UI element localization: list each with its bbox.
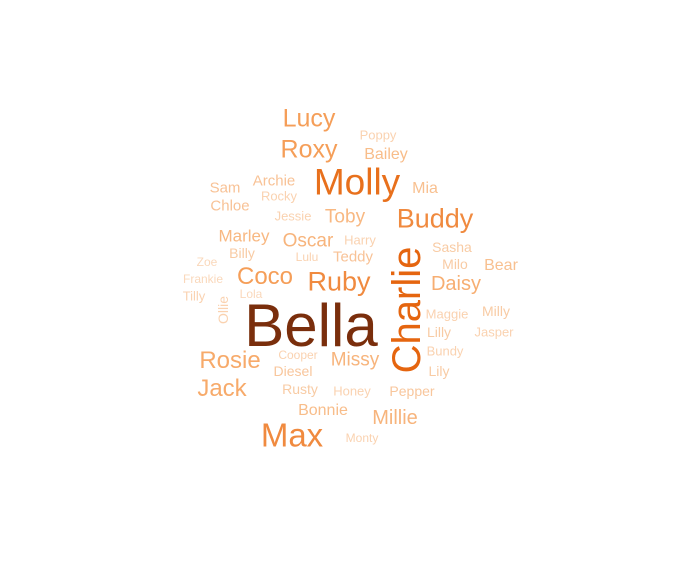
word-lola: Lola xyxy=(239,287,263,301)
word-charlie: Charlie xyxy=(385,246,429,374)
word-sasha: Sasha xyxy=(432,239,472,255)
word-rosie: Rosie xyxy=(199,347,261,374)
word-frankie: Frankie xyxy=(182,272,224,286)
word-buddy: Buddy xyxy=(396,203,474,234)
word-lilly: Lilly xyxy=(426,324,452,340)
word-maggie: Maggie xyxy=(425,306,469,322)
word-coco: Coco xyxy=(236,263,294,290)
word-harry: Harry xyxy=(344,232,376,248)
word-milly: Milly xyxy=(482,303,510,319)
word-diesel: Diesel xyxy=(273,363,313,379)
word-oscar: Oscar xyxy=(282,230,334,252)
word-bonnie: Bonnie xyxy=(298,402,348,419)
word-roxy: Roxy xyxy=(280,135,338,164)
word-marley: Marley xyxy=(218,226,270,246)
word-toby: Toby xyxy=(324,206,366,228)
word-pepper: Pepper xyxy=(389,383,435,399)
word-missy: Missy xyxy=(330,349,380,371)
word-millie: Millie xyxy=(372,407,418,429)
word-ollie: Ollie xyxy=(215,295,231,325)
word-milo: Milo xyxy=(442,256,468,272)
word-billy: Billy xyxy=(229,245,255,261)
word-poppy: Poppy xyxy=(359,127,397,143)
word-zoe: Zoe xyxy=(196,255,218,269)
word-chloe: Chloe xyxy=(210,197,250,215)
word-molly: Molly xyxy=(313,161,401,203)
word-lily: Lily xyxy=(428,363,450,379)
word-daisy: Daisy xyxy=(430,273,482,295)
word-bear: Bear xyxy=(484,257,518,274)
word-bundy: Bundy xyxy=(426,343,464,359)
word-cooper: Cooper xyxy=(278,348,318,362)
word-rocky: Rocky xyxy=(260,188,298,204)
word-lucy: Lucy xyxy=(282,104,336,133)
word-honey: Honey xyxy=(333,383,371,399)
word-lulu: Lulu xyxy=(295,250,319,264)
word-sam: Sam xyxy=(209,179,241,197)
word-archie: Archie xyxy=(252,172,296,190)
word-bella: Bella xyxy=(244,292,378,359)
word-mia: Mia xyxy=(412,180,438,197)
word-teddy: Teddy xyxy=(332,248,374,266)
word-ruby: Ruby xyxy=(307,266,371,297)
word-bailey: Bailey xyxy=(364,146,408,163)
word-max: Max xyxy=(260,416,324,454)
word-rusty: Rusty xyxy=(282,381,318,397)
word-jasper: Jasper xyxy=(474,324,514,340)
word-jessie: Jessie xyxy=(274,208,312,224)
word-monty: Monty xyxy=(345,431,379,445)
word-tilly: Tilly xyxy=(182,288,206,304)
word-jack: Jack xyxy=(197,375,247,402)
